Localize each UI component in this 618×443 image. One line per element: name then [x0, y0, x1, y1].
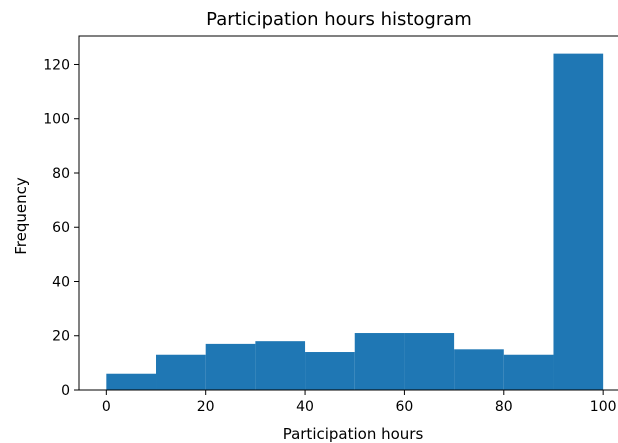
- x-tick-label: 0: [102, 399, 111, 415]
- y-axis-ticks: 0 20 40 60 80 100 120: [43, 57, 79, 399]
- histogram-bar-3: [255, 341, 306, 390]
- x-tick-label: 40: [296, 399, 314, 415]
- y-axis-label: Frequency: [12, 177, 30, 255]
- y-tick-label: 60: [52, 220, 70, 236]
- histogram-bar-5: [354, 333, 405, 390]
- histogram-bar-2: [205, 343, 256, 390]
- plot-area: 0 20 40 60 80 100 0 20 40 60 80 100 120: [43, 35, 618, 415]
- x-tick-label: 80: [495, 399, 513, 415]
- histogram-bar-7: [454, 349, 504, 390]
- x-axis-label: Participation hours: [283, 425, 424, 443]
- y-tick-label: 20: [52, 329, 70, 345]
- y-tick-label: 0: [61, 383, 70, 399]
- y-tick-label: 120: [43, 57, 70, 73]
- x-axis-ticks: 0 20 40 60 80 100: [102, 390, 617, 415]
- y-tick-label: 40: [52, 274, 70, 290]
- plot-frame: [78, 35, 618, 391]
- histogram-bar-4: [305, 352, 355, 390]
- histogram-bar-0: [106, 373, 157, 390]
- chart-title: Participation hours histogram: [206, 9, 472, 30]
- y-tick-label: 100: [43, 112, 70, 128]
- histogram-bar-8: [503, 354, 554, 390]
- histogram-bar-6: [404, 333, 455, 390]
- x-tick-label: 100: [590, 399, 617, 415]
- histogram-bar-1: [156, 354, 206, 390]
- x-tick-label: 60: [396, 399, 414, 415]
- y-tick-label: 80: [52, 166, 70, 182]
- x-tick-label: 20: [197, 399, 215, 415]
- histogram-bar-9: [553, 53, 604, 391]
- histogram-bars: [106, 53, 604, 391]
